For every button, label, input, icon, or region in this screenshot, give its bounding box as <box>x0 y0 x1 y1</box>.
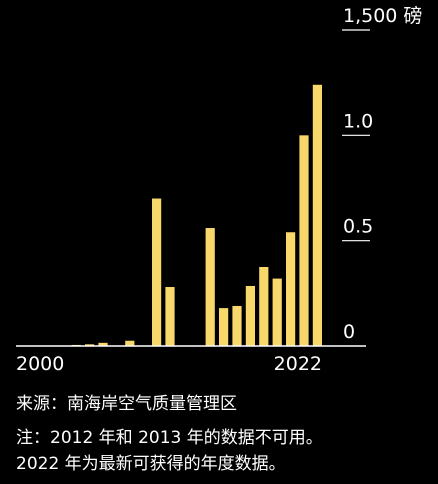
footnote-line-1: 注：2012 年和 2013 年的数据不可用。 <box>16 428 323 448</box>
bar-2022 <box>312 84 322 347</box>
bar-2014 <box>205 228 215 346</box>
y-axis-ticks: 0 0.5 1.0 1,500 磅 <box>342 5 422 343</box>
bar-2010 <box>152 198 162 346</box>
bar-2008 <box>125 340 135 346</box>
source-note: 来源：南海岸空气质量管理区 <box>16 394 237 414</box>
bar-chart: 0 0.5 1.0 1,500 磅 2000 2022 <box>16 5 422 375</box>
bar-2006 <box>98 342 108 346</box>
y-tick-label: 0 <box>343 321 355 343</box>
bars-group <box>71 84 322 347</box>
footnote-line-2: 2022 年为最新可获得的年度数据。 <box>16 454 286 474</box>
bar-2015 <box>219 308 229 346</box>
bar-2017 <box>245 285 255 346</box>
y-tick-label: 1,500 磅 <box>343 5 422 27</box>
y-tick-label: 1.0 <box>343 110 373 132</box>
x-tick-label: 2000 <box>16 353 64 375</box>
bar-2019 <box>272 278 282 346</box>
x-axis-labels: 2000 2022 <box>16 353 322 375</box>
bar-2018 <box>259 267 269 346</box>
bar-2011 <box>165 287 175 346</box>
bar-2021 <box>299 135 309 346</box>
bar-2016 <box>232 305 242 346</box>
y-tick-label: 0.5 <box>343 216 373 238</box>
bar-2005 <box>85 344 95 346</box>
bar-2020 <box>286 232 296 346</box>
x-tick-label: 2022 <box>274 353 322 375</box>
